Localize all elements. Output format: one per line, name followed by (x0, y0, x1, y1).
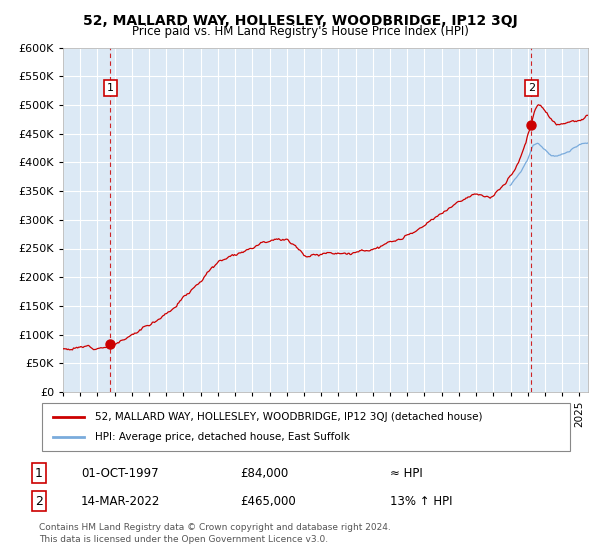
Text: 52, MALLARD WAY, HOLLESLEY, WOODBRIDGE, IP12 3QJ: 52, MALLARD WAY, HOLLESLEY, WOODBRIDGE, … (83, 14, 517, 28)
Text: ≈ HPI: ≈ HPI (390, 466, 423, 480)
Text: 2: 2 (527, 83, 535, 93)
Text: 1: 1 (107, 83, 114, 93)
Text: 1: 1 (35, 466, 43, 480)
Text: Price paid vs. HM Land Registry's House Price Index (HPI): Price paid vs. HM Land Registry's House … (131, 25, 469, 38)
Text: Contains HM Land Registry data © Crown copyright and database right 2024.
This d: Contains HM Land Registry data © Crown c… (39, 522, 391, 544)
Text: 13% ↑ HPI: 13% ↑ HPI (390, 494, 452, 508)
Text: HPI: Average price, detached house, East Suffolk: HPI: Average price, detached house, East… (95, 432, 350, 442)
Text: 2: 2 (35, 494, 43, 508)
Text: 14-MAR-2022: 14-MAR-2022 (81, 494, 160, 508)
FancyBboxPatch shape (42, 403, 570, 451)
Text: 52, MALLARD WAY, HOLLESLEY, WOODBRIDGE, IP12 3QJ (detached house): 52, MALLARD WAY, HOLLESLEY, WOODBRIDGE, … (95, 412, 482, 422)
Text: 01-OCT-1997: 01-OCT-1997 (81, 466, 158, 480)
Text: £84,000: £84,000 (240, 466, 288, 480)
Text: £465,000: £465,000 (240, 494, 296, 508)
